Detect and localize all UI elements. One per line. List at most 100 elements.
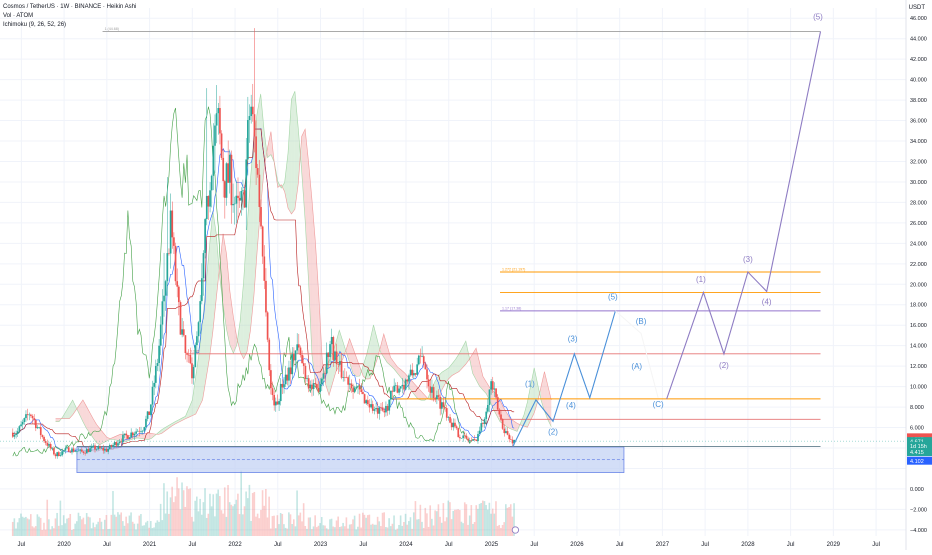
candle-body (130, 432, 133, 438)
symbol-title[interactable]: Cosmos / TetherUS · 1W · BINANCE · Heiki… (3, 4, 137, 10)
candle-body (243, 190, 246, 208)
candle-body (447, 417, 450, 418)
volume-bar (74, 523, 76, 536)
candle-body (345, 377, 348, 378)
candle-body (97, 446, 100, 450)
volume-bar (335, 520, 338, 536)
candle-body (43, 437, 45, 442)
candle-body (84, 452, 86, 454)
volume-bar (248, 484, 251, 536)
cloud-segment (209, 210, 213, 359)
candle-body (214, 125, 216, 146)
volume-bar (353, 515, 356, 536)
volume-bar (228, 502, 231, 536)
volume-bar (292, 519, 295, 536)
cloud-segment (370, 324, 374, 379)
candle-body (440, 402, 443, 409)
support-zone[interactable] (76, 446, 625, 473)
volume-bar (15, 528, 17, 536)
volume-bar (325, 528, 328, 536)
volume-bar (388, 518, 390, 536)
candle-body (403, 384, 405, 390)
candle-body (500, 414, 502, 420)
candle-body (444, 407, 446, 409)
ichimoku-indicator-label[interactable]: Ichimoku (9, 26, 52, 26) (3, 22, 67, 28)
price-axis-label: 40.000 (910, 78, 927, 84)
price-axis-label: 6.000 (910, 426, 924, 432)
volume-bar (467, 524, 469, 536)
candle-body (261, 226, 264, 257)
volume-bar (457, 509, 459, 536)
volume-bar (355, 529, 358, 536)
candle-body (348, 383, 351, 385)
candle-body (439, 396, 442, 409)
candle-body (432, 387, 435, 399)
candle-body (304, 365, 307, 380)
cloud-segment (329, 353, 333, 396)
candle-body (148, 411, 151, 415)
candle-body (335, 351, 338, 365)
volume-bar (473, 522, 476, 536)
volume-bar (26, 518, 29, 536)
candle-body (67, 447, 70, 452)
volume-bar (57, 525, 60, 536)
volume-bar (352, 519, 354, 536)
volume-bar (163, 483, 165, 536)
volume-bar (503, 522, 505, 536)
cloud-segment (219, 233, 224, 306)
candle-body (176, 281, 179, 287)
price-axis[interactable]: 46.000 44.000 42.000 40.000 38.000 36.000 34.0… (905, 0, 932, 550)
volume-bar (232, 506, 234, 536)
candle-body (480, 423, 483, 431)
volume-bar (217, 489, 219, 536)
cloud-segment (161, 427, 165, 434)
currency-label[interactable]: USDT (908, 5, 925, 11)
volume-indicator-label[interactable]: Vol · ATOM (3, 13, 34, 19)
candle-body (309, 384, 312, 389)
candle-body (112, 444, 114, 447)
volume-bar (89, 517, 91, 536)
candle-body (468, 440, 471, 441)
cloud-segment (448, 363, 453, 379)
cloud-segment (315, 242, 319, 395)
candle-body (490, 381, 492, 390)
cloud-segment (65, 405, 70, 419)
candle-body (202, 253, 205, 279)
volume-bar (432, 525, 435, 536)
volume-bar (245, 491, 247, 536)
volume-bar (156, 520, 159, 536)
candle-body (260, 206, 262, 227)
candle-body (161, 301, 164, 325)
volume-bar (427, 526, 430, 536)
candle-body (360, 389, 363, 392)
volume-bar (301, 521, 303, 536)
volume-bar (260, 509, 262, 536)
candle-body (463, 435, 466, 437)
volume-bar (419, 504, 422, 536)
time-axis-label: Jul (787, 542, 795, 548)
time-axis[interactable]: Jul 2020 Jul 2021 Jul 2022 Jul 2023 Jul 2024 Jul 20… (18, 542, 880, 548)
volume-bar (166, 491, 169, 536)
volume-bar (67, 517, 70, 536)
candle-body (329, 344, 331, 358)
candle-body (368, 404, 371, 408)
wave-label: (4) (762, 298, 772, 307)
candle-body (169, 210, 172, 254)
volume-bar (319, 523, 321, 536)
elliott-waves[interactable]: (1) (2) (3) (4) (5) (B) (A) (C) (1) (2) (3) (4) (5) (511, 12, 823, 534)
candle-body (419, 355, 422, 357)
volume-bar (13, 518, 16, 536)
candle-body (429, 386, 432, 393)
leading-span-b (55, 128, 552, 440)
volume-bar (34, 526, 37, 536)
volume-bar (154, 522, 157, 536)
candle-body (117, 443, 119, 446)
candle-body (115, 442, 118, 446)
candle-body (151, 386, 154, 405)
volume-bar (161, 520, 164, 536)
candle-body (138, 430, 141, 432)
fib-levels[interactable]: 1 (44.68)1.272 (21.197)1.17 (17.38)0.236 (76, 27, 821, 447)
volume-bar (350, 524, 353, 536)
